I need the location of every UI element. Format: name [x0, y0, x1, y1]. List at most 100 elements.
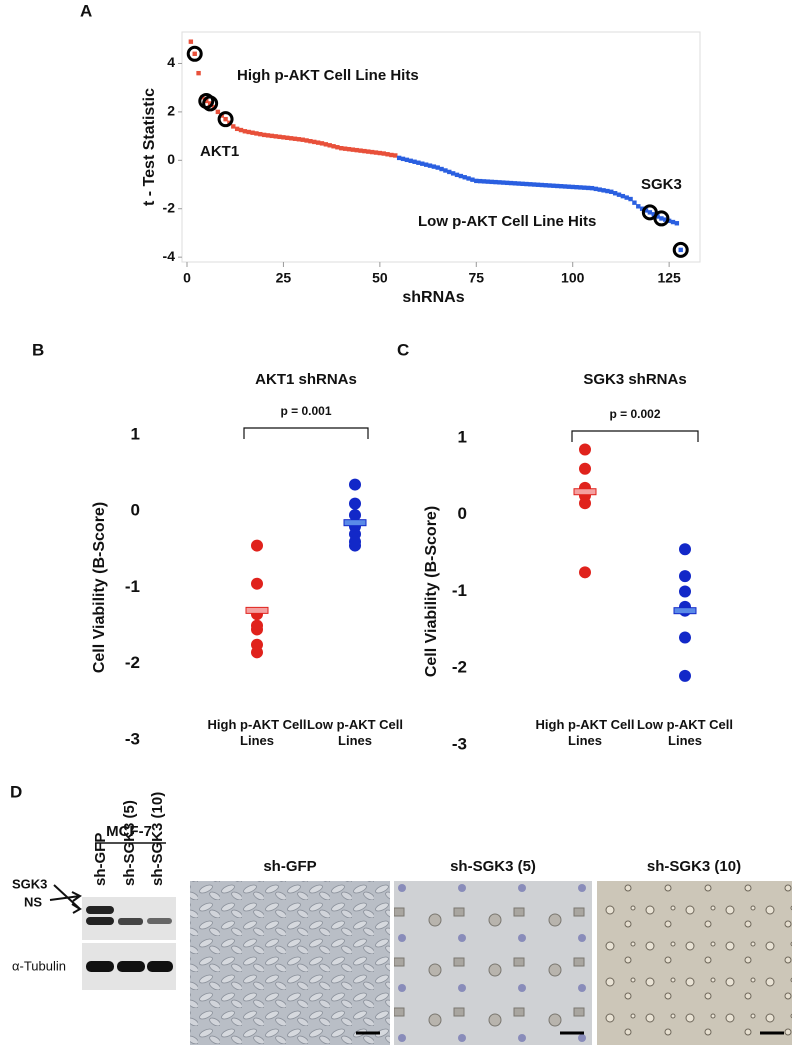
point [431, 164, 437, 169]
point [539, 182, 545, 188]
x-tick-label: High p-AKT Cell Lines [535, 717, 635, 748]
point [285, 135, 290, 140]
point [555, 183, 560, 189]
point [204, 98, 209, 104]
point [632, 200, 637, 205]
band [147, 918, 172, 924]
band-label: NS [24, 894, 42, 909]
point [639, 206, 645, 211]
point [277, 134, 282, 140]
point [636, 204, 641, 209]
y-tick-label: 0 [131, 501, 140, 520]
highlight-circle [202, 95, 219, 112]
point [288, 136, 294, 141]
plot-frame [181, 31, 701, 263]
point [435, 165, 440, 170]
point [489, 179, 494, 185]
point [462, 175, 467, 180]
highlight-circle [653, 210, 670, 227]
point [535, 182, 541, 187]
point [254, 131, 259, 136]
point [593, 186, 599, 192]
x-tick-label: 0 [183, 270, 191, 286]
image-title: sh-SGK3 (10) [647, 858, 741, 875]
point [454, 172, 460, 178]
band [118, 918, 143, 925]
lane-label: sh-SGK3 (10) [149, 792, 166, 886]
y-axis-label: Cell Viability (B-Score) [91, 502, 108, 673]
dot [349, 539, 361, 552]
point [601, 188, 606, 193]
point [308, 138, 313, 144]
point [605, 188, 610, 194]
point [234, 126, 240, 132]
point [188, 39, 194, 44]
point [342, 146, 348, 151]
point [474, 178, 479, 184]
point [597, 187, 602, 192]
band [86, 906, 114, 914]
point [582, 185, 587, 190]
micrograph [394, 881, 592, 1045]
point [196, 70, 201, 76]
x-tick-label: Low p-AKT Cell Lines [306, 717, 404, 748]
bracket [571, 430, 699, 442]
y-tick-label: 0 [167, 151, 175, 167]
point [423, 162, 429, 167]
dot [579, 497, 591, 510]
dot [679, 585, 691, 598]
dot [251, 539, 263, 552]
point [377, 150, 383, 156]
point [551, 183, 556, 188]
point [558, 184, 564, 189]
dot [251, 646, 263, 659]
panel-label: B [32, 340, 44, 359]
point [350, 147, 356, 152]
dot [579, 462, 591, 475]
y-tick-label: 0 [458, 504, 467, 523]
y-axis-label: Cell Viability (B-Score) [423, 506, 440, 677]
point [412, 159, 417, 164]
image-title: sh-GFP [263, 858, 316, 875]
point [643, 208, 649, 213]
point [393, 153, 398, 158]
dot [679, 631, 691, 644]
point [427, 163, 433, 168]
point [339, 146, 344, 151]
point [246, 129, 251, 135]
bracket [243, 427, 369, 439]
point [335, 145, 340, 150]
point [520, 181, 525, 186]
y-tick-label: 1 [131, 424, 140, 443]
y-tick-label: 2 [167, 103, 175, 119]
image-title: sh-SGK3 (5) [450, 858, 536, 875]
y-axis-label: t - Test Statistic [141, 88, 158, 206]
dot [679, 570, 691, 583]
point [250, 130, 255, 135]
y-tick-label: -2 [163, 199, 176, 215]
point [647, 210, 653, 215]
dot [679, 543, 691, 556]
dot [679, 669, 691, 682]
point [443, 168, 448, 173]
point [477, 178, 483, 184]
dot [349, 497, 361, 510]
point [304, 138, 309, 143]
point [258, 131, 263, 137]
point [362, 148, 367, 154]
point [296, 137, 302, 142]
point [589, 185, 595, 191]
point [215, 109, 221, 115]
y-tick-label: -1 [125, 577, 140, 596]
point [396, 155, 402, 161]
x-tick-label: High p-AKT Cell Lines [207, 717, 307, 748]
point [300, 137, 305, 142]
point [281, 135, 286, 140]
point [655, 214, 660, 219]
x-tick-label: 75 [468, 270, 484, 286]
point [327, 143, 332, 148]
point [447, 169, 452, 175]
point [531, 182, 537, 187]
point [624, 195, 629, 200]
arrow [49, 884, 82, 914]
